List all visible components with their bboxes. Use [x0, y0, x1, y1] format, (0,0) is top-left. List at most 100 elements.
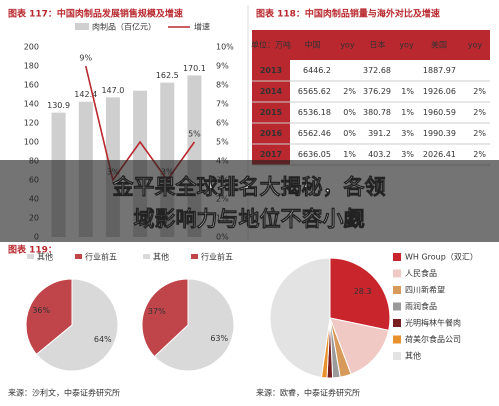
table-header: 日本 [370, 40, 386, 50]
y2-tick-label: 9% [216, 62, 229, 71]
table-header: yoy [468, 41, 483, 50]
table-cell: 2014 [260, 87, 283, 96]
slice-label: 64% [94, 335, 112, 344]
legend-label: 其他 [153, 252, 169, 262]
banner-text: 金平果全球排名大揭秘，各领 [112, 175, 386, 199]
legend-swatch [393, 269, 401, 278]
table-first-col-bg [252, 60, 290, 165]
table-title: 图表 118：中国肉制品销量与海外对比及增速 [256, 8, 440, 20]
y-tick-label: 140 [24, 100, 39, 109]
pie-slice [141, 278, 189, 358]
table-cell: 2% [473, 129, 486, 138]
pie-slice [329, 257, 391, 331]
legend-swatch [75, 23, 89, 30]
y2-tick-label: 10% [216, 43, 234, 52]
data-label: 170.1 [183, 64, 206, 73]
table-cell: 1% [401, 108, 414, 117]
table-cell: 6446.2 [303, 66, 331, 75]
table-header: yoy [340, 41, 355, 50]
table-cell: 0% [343, 108, 356, 117]
banner-text: 域影响力与地位不容小觑 [134, 207, 365, 231]
table-cell: 391.2 [368, 129, 391, 138]
pie-slice [35, 278, 119, 372]
legend-swatch [393, 319, 401, 327]
table-cell: 2015 [260, 108, 283, 117]
table-cell: 1% [343, 150, 356, 159]
pie-slice [269, 257, 331, 378]
table-cell: 3% [401, 129, 414, 138]
data-label: 162.5 [156, 71, 179, 80]
table-cell: 3% [401, 150, 414, 159]
legend-swatch [393, 286, 401, 294]
y2-tick-label: 6% [216, 119, 229, 128]
y-tick-label: 200 [24, 43, 39, 52]
legend-swatch [75, 254, 82, 259]
table-cell: 0% [343, 129, 356, 138]
table-cell: 2% [473, 87, 486, 96]
pie-slice [329, 317, 390, 375]
table-header: 单位：万吨 [251, 40, 291, 50]
legend-label: 荷美尔食品公司 [405, 334, 461, 344]
data-label: 5% [188, 130, 201, 139]
slice-label: 37% [148, 307, 166, 316]
legend-swatch [393, 302, 401, 311]
legend-label: 雨润食品 [405, 301, 437, 311]
table-cell: 6636.05 [298, 150, 331, 159]
pie-slice [25, 278, 73, 356]
legend-label: 其他 [37, 252, 53, 262]
table-header: yoy [399, 41, 414, 50]
legend-label: WH Group（双汇） [405, 253, 478, 262]
table-cell: 1960.59 [423, 108, 456, 117]
slice-label: 36% [32, 306, 50, 315]
table-cell: 1990.39 [423, 129, 456, 138]
table-cell: 1887.97 [423, 66, 456, 75]
y-tick-label: 180 [24, 62, 39, 71]
y-tick-label: 160 [24, 81, 39, 90]
banner-bg [0, 160, 499, 242]
table-cell: 2% [473, 108, 486, 117]
data-label: 130.9 [47, 101, 70, 110]
legend-swatch [191, 254, 198, 259]
table-cell: 376.29 [363, 87, 391, 96]
table-header: 美国 [431, 40, 447, 50]
table-cell: 1926.06 [423, 87, 456, 96]
data-label: 142.4 [74, 90, 97, 99]
legend-label: 其他 [405, 351, 421, 361]
table-cell: 6536.18 [298, 108, 331, 117]
table-cell: 6565.62 [298, 87, 331, 96]
table-cell: 380.78 [363, 108, 391, 117]
table-cell: 2013 [260, 66, 282, 75]
y2-tick-label: 5% [216, 138, 229, 147]
slice-label: 63% [210, 334, 228, 343]
y-tick-label: 120 [24, 119, 39, 128]
table-cell: 2016 [260, 129, 283, 138]
table-cell: 372.68 [363, 66, 391, 75]
y2-tick-label: 7% [216, 100, 229, 109]
legend-label: 增速 [194, 22, 210, 32]
pie-slice [153, 278, 235, 372]
legend-label: 行业前五 [201, 252, 233, 262]
table-header: 中国 [305, 40, 321, 50]
source: 来源：欧睿，中泰证券研究所 [256, 388, 360, 398]
chart-title: 图表 117：中国肉制品发展销售规模及增速 [8, 8, 183, 20]
legend-label: 肉制品（百亿元） [92, 22, 156, 32]
table-cell: 2026.41 [423, 150, 456, 159]
data-label: 9% [79, 54, 92, 63]
table-header-bg [252, 30, 490, 60]
legend-swatch [393, 335, 401, 344]
table-cell: 1% [401, 87, 414, 96]
legend-label: 光明梅林午餐肉 [405, 318, 461, 328]
legend-swatch [393, 352, 401, 360]
table-cell: 2% [473, 150, 486, 159]
data-label: 147.0 [101, 86, 124, 95]
y2-tick-label: 8% [216, 81, 229, 90]
source: 来源：沙利文，中泰证券研究所 [8, 388, 120, 398]
table-cell: 6562.46 [298, 129, 331, 138]
table-cell: 403.2 [368, 150, 391, 159]
legend-label: 四川新希望 [405, 285, 445, 295]
legend-label: 行业前五 [85, 252, 117, 262]
table-cell: 2017 [260, 150, 282, 159]
pies-title: 图表 119： [8, 244, 57, 256]
legend-label: 人民食品 [405, 268, 437, 278]
